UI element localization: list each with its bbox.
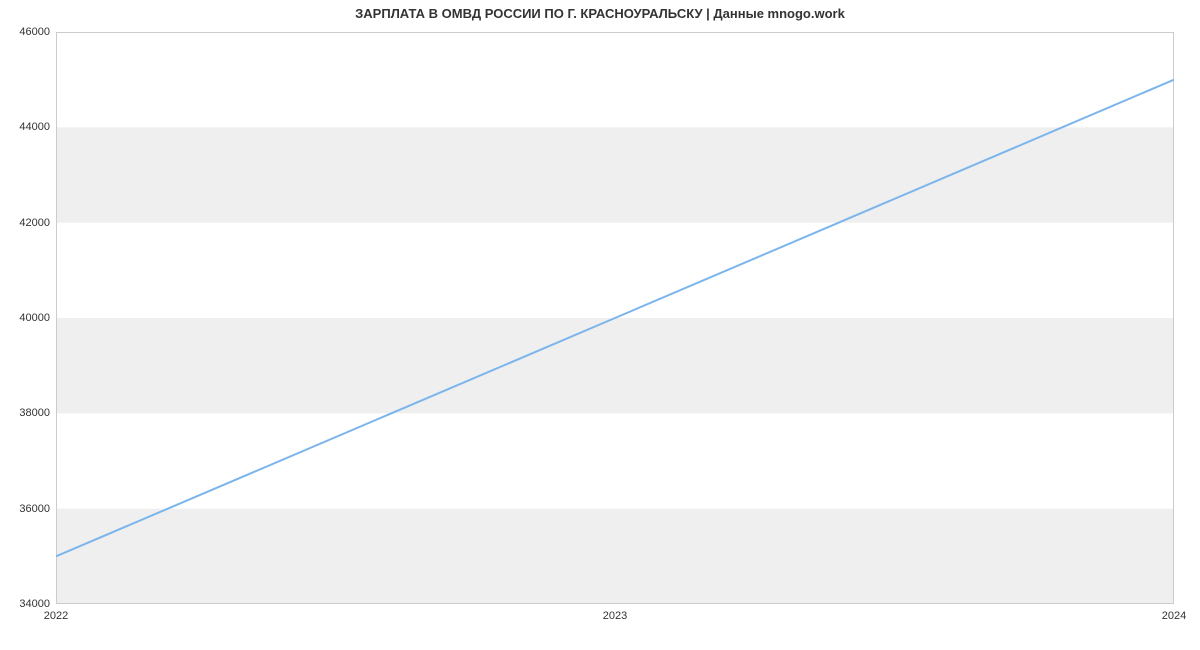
x-tick-label: 2024 [1162, 610, 1186, 622]
y-tick-label: 40000 [19, 312, 50, 324]
y-tick-label: 44000 [19, 121, 50, 133]
y-tick-label: 34000 [19, 598, 50, 610]
plot-band [56, 318, 1174, 413]
salary-line-chart: ЗАРПЛАТА В ОМВД РОССИИ ПО Г. КРАСНОУРАЛЬ… [0, 0, 1200, 650]
y-tick-label: 36000 [19, 503, 50, 515]
x-tick-label: 2023 [603, 610, 627, 622]
plot-area: 3400036000380004000042000440004600020222… [56, 32, 1174, 604]
y-tick-label: 38000 [19, 407, 50, 419]
plot-band [56, 127, 1174, 222]
y-tick-label: 46000 [19, 26, 50, 38]
y-tick-label: 42000 [19, 217, 50, 229]
plot-band [56, 509, 1174, 604]
plot-svg [56, 32, 1174, 604]
x-tick-label: 2022 [44, 610, 68, 622]
chart-title: ЗАРПЛАТА В ОМВД РОССИИ ПО Г. КРАСНОУРАЛЬ… [0, 6, 1200, 21]
